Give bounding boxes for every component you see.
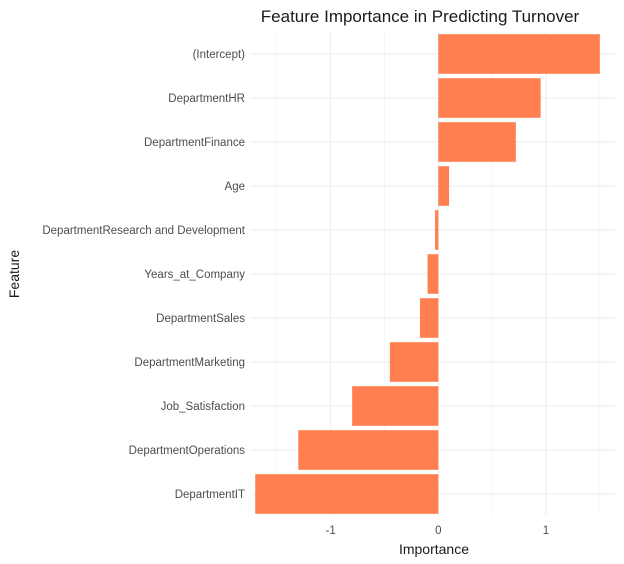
- bar: [389, 342, 439, 382]
- y-tick-label: DepartmentOperations: [129, 445, 246, 457]
- bar: [352, 386, 439, 426]
- chart-title: Feature Importance in Predicting Turnove…: [261, 7, 580, 26]
- bar: [427, 254, 439, 294]
- y-axis-title: Feature: [6, 250, 22, 298]
- y-tick-label: DepartmentResearch and Development: [42, 225, 245, 237]
- y-tick-label: DepartmentSales: [156, 313, 245, 325]
- bars-group: [255, 34, 600, 514]
- y-tick-label: DepartmentFinance: [144, 137, 245, 149]
- bar: [438, 34, 600, 74]
- y-tick-label: Years_at_Company: [144, 269, 245, 281]
- bar: [438, 166, 450, 206]
- bar: [438, 122, 516, 162]
- y-tick-label: DepartmentMarketing: [134, 357, 245, 369]
- y-tick-label: DepartmentIT: [175, 489, 245, 501]
- x-tick-label: -1: [325, 525, 335, 537]
- y-tick-label: Age: [225, 181, 245, 193]
- bar: [255, 474, 439, 514]
- x-axis-title: Importance: [399, 541, 469, 557]
- x-tick-labels: -1 0 1: [325, 525, 549, 537]
- y-tick-label: Job_Satisfaction: [161, 401, 245, 413]
- y-tick-labels: (Intercept) DepartmentHR DepartmentFinance…: [42, 49, 245, 501]
- y-tick-label: DepartmentHR: [168, 93, 245, 105]
- bar: [420, 298, 439, 338]
- x-tick-label: 1: [543, 525, 549, 537]
- bar: [435, 210, 439, 250]
- bar: [298, 430, 439, 470]
- y-tick-label: (Intercept): [193, 49, 246, 61]
- x-tick-label: 0: [435, 525, 441, 537]
- bar: [438, 78, 541, 118]
